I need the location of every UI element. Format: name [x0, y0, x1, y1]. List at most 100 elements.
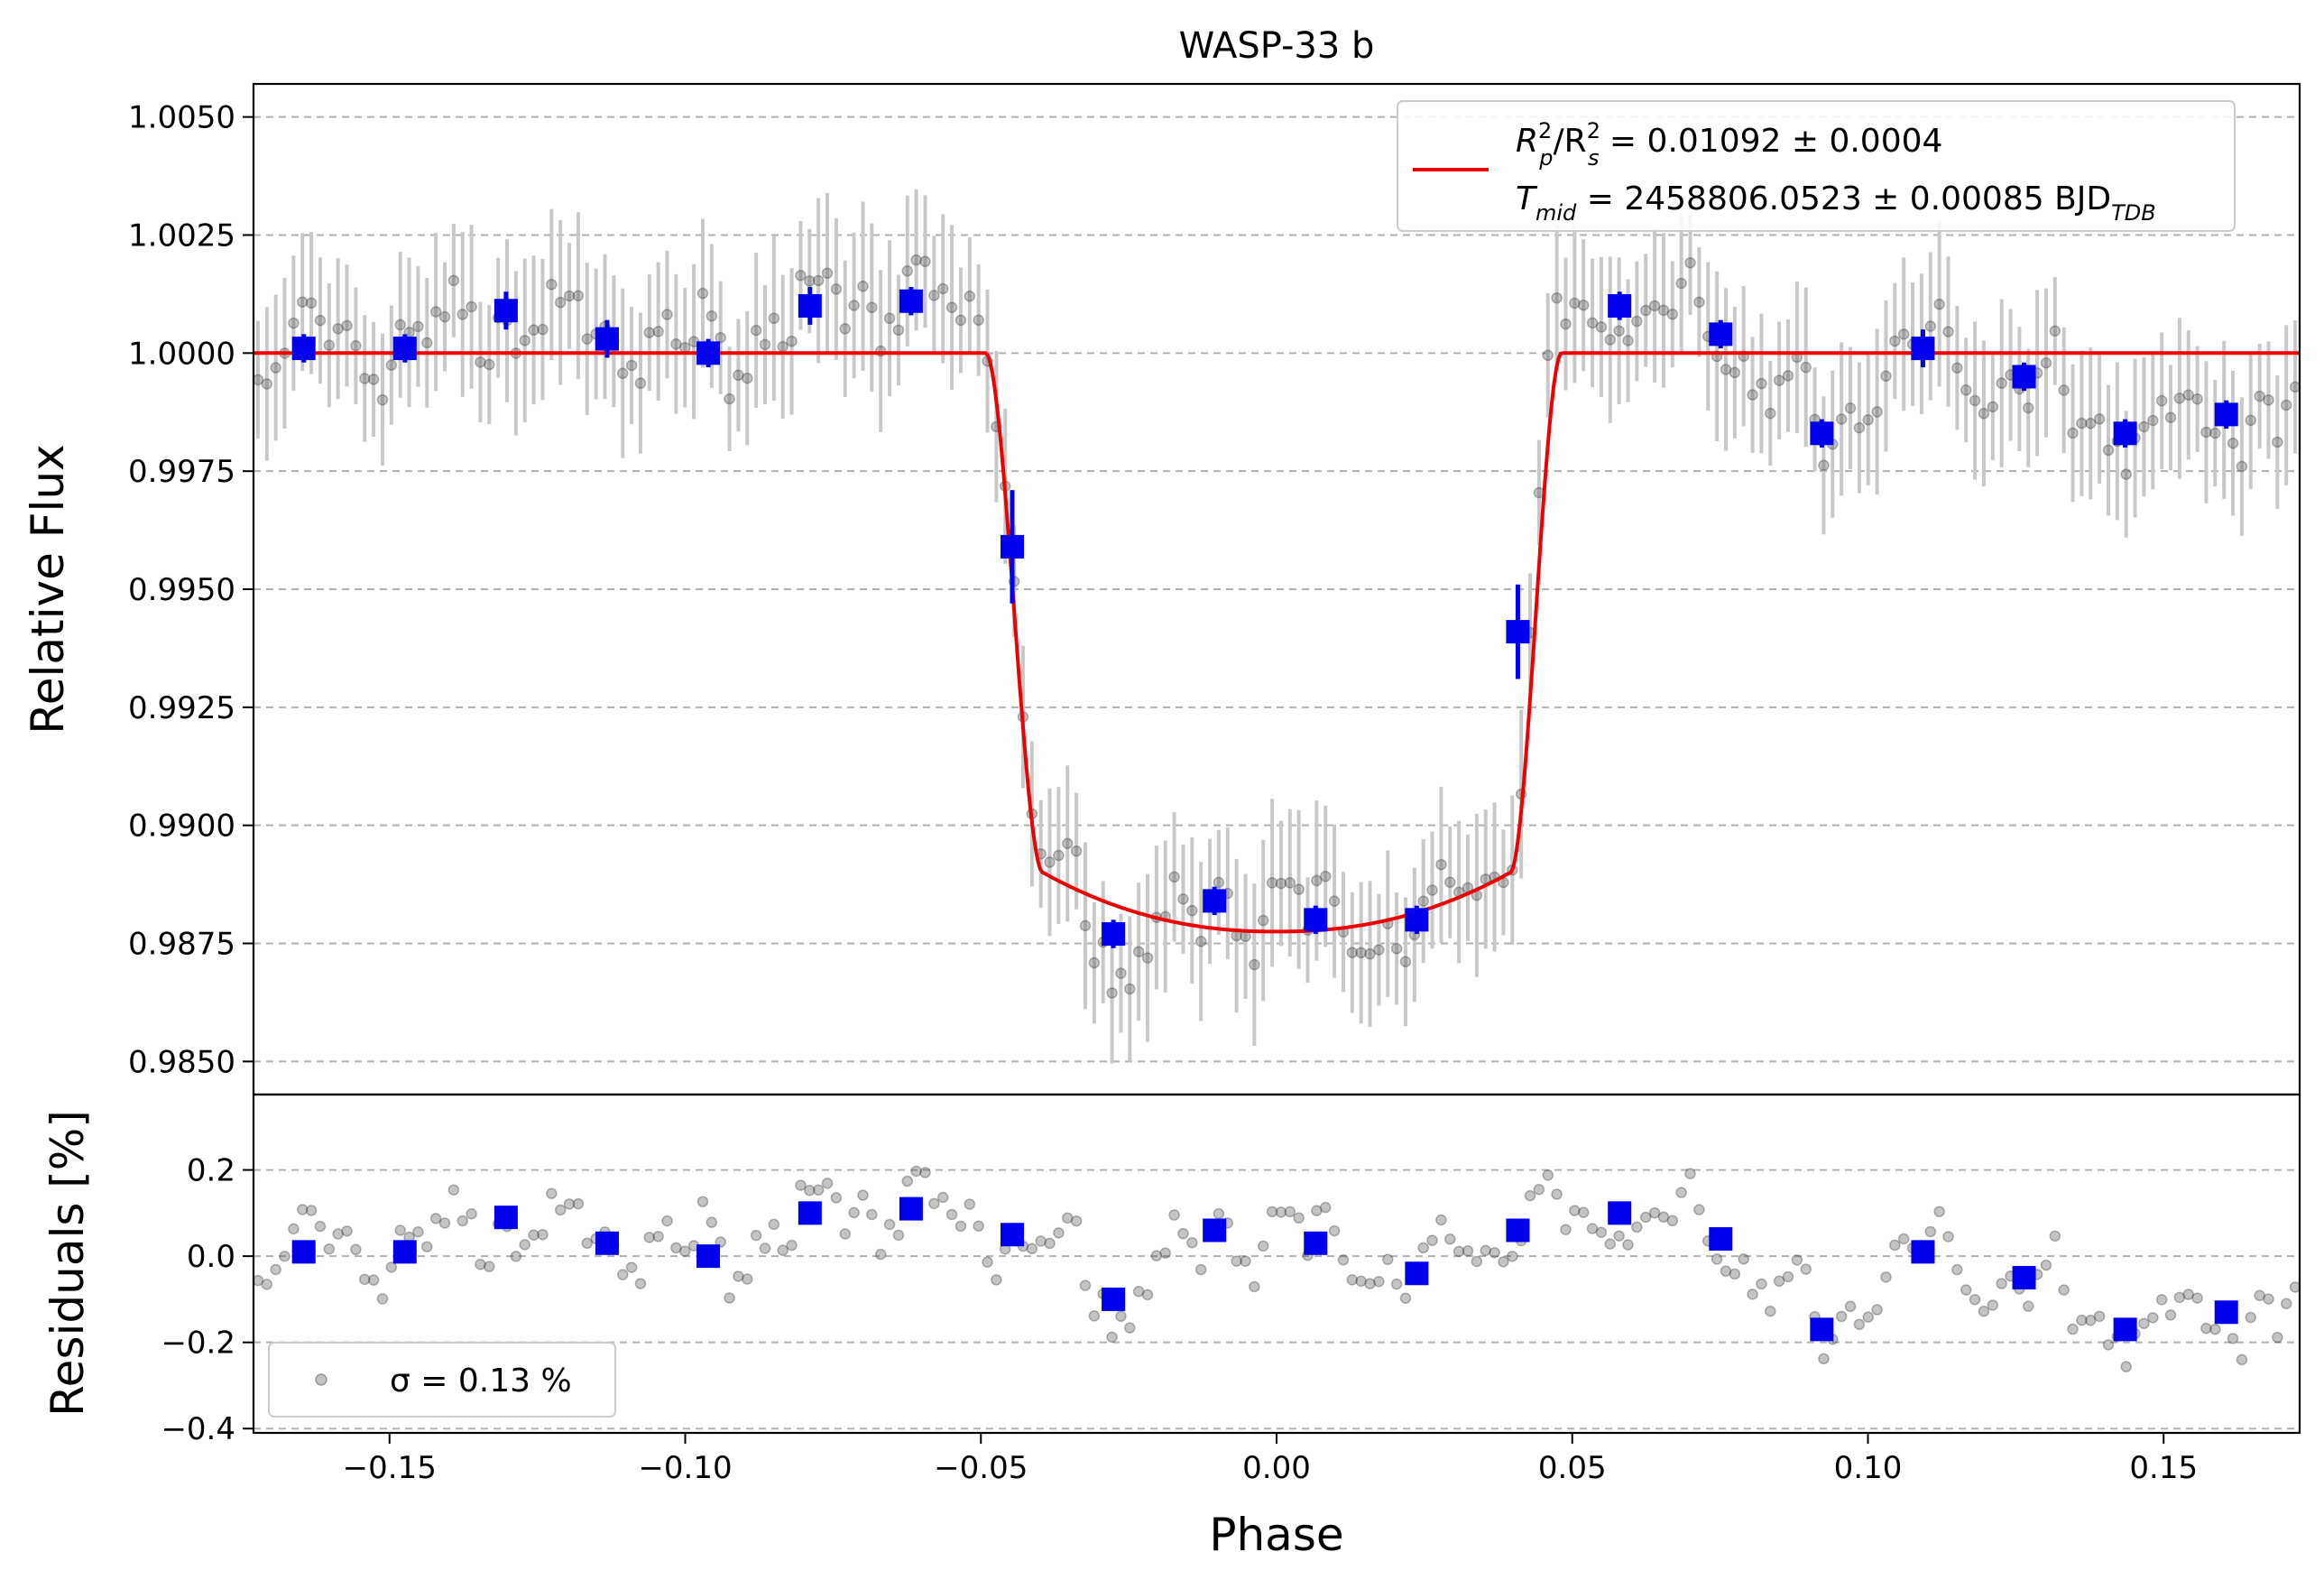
- raw-point: [625, 359, 638, 372]
- residual-raw-point: [1044, 1237, 1056, 1250]
- residual-raw-point: [1969, 1293, 1981, 1306]
- residual-raw-point: [1373, 1276, 1385, 1288]
- residual-raw-point: [1141, 1289, 1154, 1301]
- residual-binned-point: [595, 1231, 619, 1255]
- raw-point: [323, 339, 336, 351]
- raw-point: [2236, 460, 2248, 473]
- binned-point: [798, 293, 822, 318]
- residual-raw-point: [866, 1208, 878, 1221]
- residual-raw-point: [1569, 1205, 1581, 1216]
- residual-raw-point: [945, 1208, 958, 1221]
- raw-point: [2058, 384, 2070, 396]
- residual-raw-point: [786, 1239, 798, 1252]
- residual-raw-point: [1613, 1230, 1625, 1242]
- raw-point: [759, 338, 771, 351]
- raw-point: [1132, 946, 1145, 957]
- y-tick-label: 0.2: [187, 1153, 235, 1189]
- raw-point: [1249, 958, 1260, 971]
- binned-point: [1709, 322, 1733, 346]
- residual-raw-point: [679, 1245, 691, 1257]
- raw-point: [1631, 315, 1643, 328]
- residual-raw-point: [1639, 1211, 1652, 1224]
- y-tick-label: 1.0000: [128, 336, 235, 372]
- raw-point: [1942, 326, 1954, 337]
- residual-binned-point: [1810, 1317, 1834, 1342]
- residual-raw-point: [616, 1269, 629, 1280]
- residual-raw-point: [1604, 1238, 1617, 1250]
- raw-point: [1639, 304, 1652, 317]
- raw-point: [359, 373, 371, 384]
- residual-raw-point: [2067, 1323, 2079, 1335]
- residual-raw-point: [706, 1216, 718, 1228]
- raw-point: [830, 283, 843, 295]
- residual-raw-point: [2209, 1323, 2221, 1335]
- residual-raw-point: [2272, 1331, 2283, 1344]
- residual-raw-point: [1978, 1305, 1990, 1317]
- residual-raw-point: [2076, 1314, 2088, 1326]
- residual-raw-point: [385, 1261, 398, 1273]
- residual-raw-point: [2147, 1312, 2159, 1324]
- residual-raw-point: [910, 1165, 922, 1178]
- residual-binned-point: [2113, 1317, 2137, 1342]
- residual-raw-point: [1364, 1278, 1376, 1289]
- raw-point: [936, 282, 949, 295]
- residual-raw-point: [359, 1273, 371, 1286]
- binned-point: [291, 337, 316, 361]
- residual-raw-point: [305, 1205, 318, 1216]
- binned-point: [1203, 889, 1227, 913]
- raw-point: [1853, 421, 1866, 434]
- raw-point: [1186, 904, 1198, 917]
- residual-raw-point: [581, 1237, 594, 1250]
- y-tick-label: 0.9850: [128, 1044, 235, 1080]
- x-tick-label: −0.10: [638, 1450, 732, 1486]
- binned-point: [2214, 402, 2238, 427]
- raw-point: [421, 337, 433, 349]
- residual-raw-point: [554, 1204, 567, 1216]
- raw-point: [821, 267, 834, 280]
- residual-raw-point: [1996, 1278, 2007, 1289]
- residual-raw-point: [795, 1179, 807, 1191]
- residual-raw-point: [572, 1197, 585, 1210]
- residual-binned-point: [899, 1196, 923, 1221]
- raw-point: [1266, 877, 1278, 889]
- residual-raw-point: [1328, 1224, 1341, 1237]
- raw-point: [2093, 413, 2106, 425]
- raw-point: [2191, 393, 2203, 405]
- raw-point: [1800, 361, 1812, 374]
- residual-raw-point: [1311, 1205, 1323, 1217]
- raw-point: [2173, 393, 2186, 404]
- raw-point: [1844, 402, 1857, 414]
- raw-point: [2076, 417, 2088, 430]
- residual-raw-point: [1435, 1214, 1447, 1226]
- residual-binned-point: [1405, 1261, 1429, 1286]
- binned-point: [2113, 421, 2137, 446]
- residual-raw-point: [1355, 1275, 1367, 1288]
- raw-point: [1756, 377, 1767, 390]
- residual-raw-point: [1507, 1251, 1518, 1262]
- raw-point: [1088, 956, 1101, 969]
- raw-point: [661, 309, 673, 320]
- x-tick-label: 0.05: [1538, 1450, 1607, 1486]
- residual-binned-point: [1911, 1240, 1935, 1264]
- residual-binned-point: [493, 1206, 518, 1230]
- residual-raw-point: [2120, 1361, 2132, 1372]
- x-tick-label: 0.10: [1834, 1450, 1903, 1486]
- residual-raw-point: [661, 1215, 673, 1227]
- residual-raw-point: [484, 1261, 495, 1272]
- residual-raw-point: [625, 1261, 638, 1273]
- raw-point: [1862, 414, 1874, 426]
- raw-point: [2138, 420, 2150, 433]
- residual-raw-point: [1337, 1254, 1350, 1266]
- raw-point: [945, 301, 958, 313]
- residual-raw-point: [919, 1167, 931, 1178]
- residual-raw-point: [812, 1184, 825, 1196]
- residual-raw-point: [1346, 1274, 1359, 1286]
- residual-raw-point: [466, 1208, 477, 1220]
- raw-point: [1897, 328, 1910, 340]
- raw-point: [1747, 389, 1758, 401]
- raw-point: [2085, 417, 2097, 430]
- legend-sigma-label: σ = 0.13 %: [390, 1363, 572, 1400]
- raw-point: [839, 323, 851, 335]
- raw-point: [1648, 300, 1661, 312]
- residual-raw-point: [1417, 1242, 1429, 1254]
